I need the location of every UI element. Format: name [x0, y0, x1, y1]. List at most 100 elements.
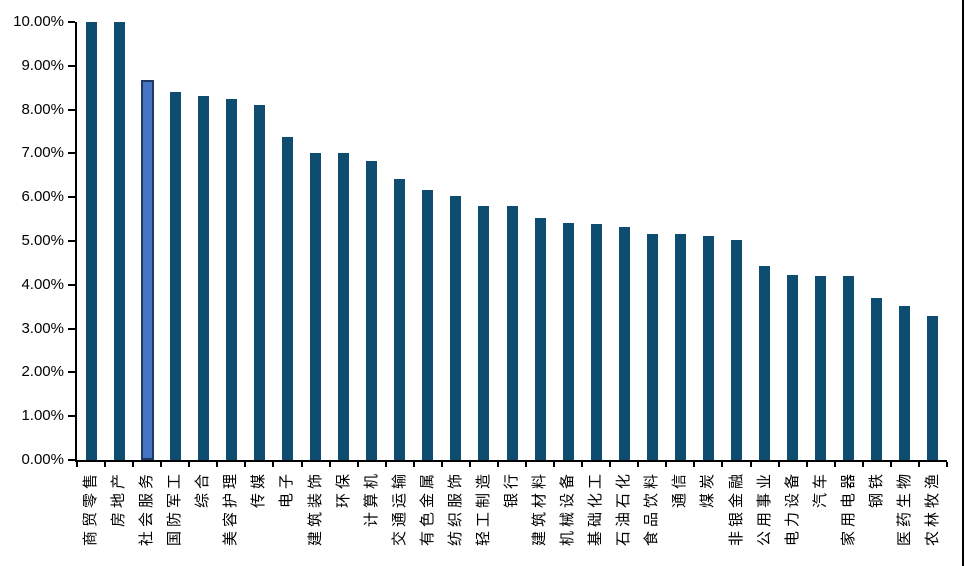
y-axis-tick: [68, 415, 75, 418]
x-axis-category-label: 电子: [278, 470, 296, 509]
x-axis-category-label: 食品饮料: [643, 470, 661, 547]
x-axis-tick: [412, 462, 415, 467]
bar: [618, 226, 630, 460]
y-axis-tick: [68, 371, 75, 374]
x-axis-category-label: 交通运输: [390, 470, 408, 547]
x-axis-category-label: 煤炭: [699, 470, 717, 509]
x-axis-tick: [861, 462, 864, 467]
x-axis-category-label: 银行: [503, 470, 520, 509]
x-axis-category-label: 商贸零售: [82, 470, 100, 547]
x-axis-category-label: 汽车: [811, 470, 829, 509]
x-axis-tick: [440, 462, 443, 467]
bar: [506, 205, 518, 460]
y-axis-tick: [68, 283, 75, 286]
bar: [225, 99, 237, 460]
x-axis-tick: [833, 462, 836, 467]
bar: [899, 305, 911, 460]
bar: [562, 223, 574, 460]
x-axis-tick: [777, 462, 780, 467]
bar: [338, 153, 350, 460]
bar: [759, 265, 771, 460]
bar: [310, 153, 322, 460]
y-axis-tick-label: 5.00%: [21, 232, 64, 249]
bar: [871, 297, 883, 460]
x-axis-category-label: 电力设备: [783, 470, 801, 547]
x-axis-category-label: 国防军工: [166, 470, 184, 547]
x-axis-category-label: 计算机: [362, 470, 380, 528]
bar: [253, 105, 265, 460]
x-axis-tick: [160, 462, 163, 467]
bar: [422, 189, 434, 460]
y-axis-tick-label: 1.00%: [21, 407, 64, 425]
x-axis-category-label: 农林牧渔: [923, 470, 941, 547]
x-axis-tick: [496, 462, 499, 467]
y-axis-tick-label: 6.00%: [21, 188, 64, 206]
x-axis-category-label: 有色金属: [418, 470, 436, 547]
bar: [281, 136, 293, 460]
x-axis-category-label: 美容护理: [222, 470, 240, 547]
bar: [85, 22, 97, 460]
y-axis-tick-label: 7.00%: [21, 144, 64, 162]
x-axis-line: [75, 460, 947, 462]
y-axis-tick: [68, 64, 75, 67]
x-axis-category-label: 房地产: [110, 470, 128, 528]
y-axis-tick: [68, 459, 75, 461]
x-axis-tick: [889, 462, 892, 467]
x-axis-tick: [188, 462, 191, 467]
x-axis-tick: [384, 462, 387, 467]
y-axis-tick-label: 2.00%: [21, 363, 64, 381]
x-axis-tick: [946, 462, 948, 467]
y-axis-tick-label: 8.00%: [21, 100, 64, 118]
x-axis-tick: [553, 462, 556, 467]
x-axis-category-label: 公用事业: [755, 470, 773, 547]
x-axis-tick: [132, 462, 135, 467]
y-axis-tick-label: 3.00%: [21, 319, 64, 337]
y-axis-tick-label: 4.00%: [21, 275, 64, 293]
x-axis-tick: [749, 462, 752, 467]
bar: [674, 234, 686, 460]
x-axis-category-label: 社会服务: [138, 470, 156, 547]
x-axis-tick: [665, 462, 668, 467]
y-axis-line: [75, 22, 77, 462]
x-axis-category-label: 综合: [194, 470, 212, 509]
x-axis-category-label: 通信: [671, 470, 689, 509]
bar: [394, 178, 406, 460]
y-axis-tick: [68, 108, 75, 111]
x-axis-tick: [328, 462, 331, 467]
bar-highlighted: [140, 80, 154, 460]
page-border-right: [962, 0, 964, 566]
x-axis-category-label: 纺织服饰: [446, 470, 464, 547]
x-axis-category-label: 非银金融: [727, 470, 745, 547]
y-axis-tick-label: 0.00%: [21, 451, 64, 468]
bar: [113, 22, 125, 460]
x-axis-tick: [244, 462, 247, 467]
bar: [702, 235, 714, 460]
x-axis-tick: [300, 462, 303, 467]
bar: [450, 196, 462, 460]
bar: [815, 275, 827, 460]
bar: [478, 205, 490, 460]
x-axis-category-label: 建筑装饰: [306, 470, 324, 547]
x-axis-category-label: 医药生物: [895, 470, 913, 547]
bar: [843, 276, 855, 460]
y-axis-tick: [68, 196, 75, 199]
x-axis-category-label: 机械设备: [559, 470, 577, 547]
x-axis-tick: [525, 462, 528, 467]
x-axis-category-label: 钢铁: [867, 470, 885, 509]
x-axis-tick: [272, 462, 275, 467]
x-axis-tick: [609, 462, 612, 467]
x-axis-tick: [805, 462, 808, 467]
y-axis-tick-label: 9.00%: [21, 56, 64, 74]
y-axis-tick: [68, 327, 75, 330]
x-axis-tick: [216, 462, 219, 467]
bar: [927, 316, 939, 460]
x-axis-tick: [76, 462, 78, 467]
x-axis-category-label: 环保: [334, 470, 352, 509]
bar: [366, 160, 378, 460]
x-axis-tick: [104, 462, 107, 467]
x-axis-category-label: 家用电器: [839, 470, 857, 547]
y-axis-tick: [68, 240, 75, 242]
x-axis-tick: [721, 462, 724, 467]
bar: [197, 96, 209, 460]
